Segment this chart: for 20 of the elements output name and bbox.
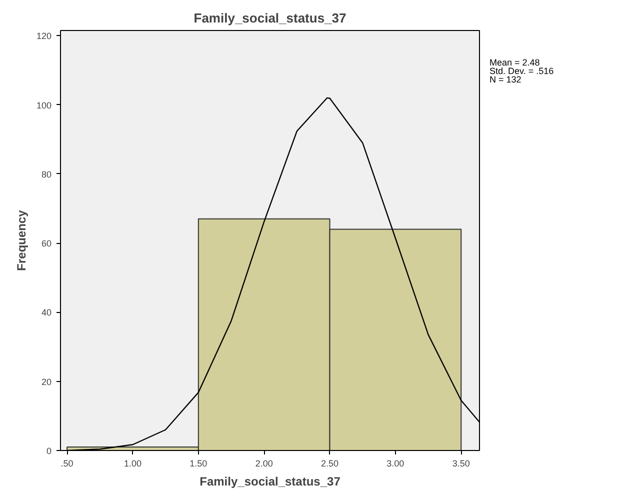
text: Std. Dev. = .516 [490, 66, 554, 76]
y-tick-label: 80 [41, 169, 52, 180]
x-tick-label: 2.00 [255, 458, 273, 468]
y-tick-label: 120 [36, 31, 52, 42]
y-tick-label: 0 [46, 446, 52, 456]
text: Mean = 2.48 [490, 58, 540, 68]
x-tick-label: 1.50 [190, 458, 208, 468]
y-tick-label: 40 [41, 308, 52, 318]
y-tick-label: 100 [36, 100, 52, 110]
x-tick-label: 3.00 [386, 458, 404, 468]
x-tick-label: 3.50 [452, 458, 470, 468]
y-tick-label: 20 [41, 376, 52, 387]
x-tick-label: 1.00 [124, 458, 142, 468]
chart-title: Family_social_status_37 [194, 10, 346, 26]
x-axis-title: Family_social_status_37 [200, 474, 341, 488]
text: N = 132 [490, 74, 522, 85]
y-tick-label: 60 [41, 238, 52, 249]
x-tick-label: .50 [60, 458, 74, 468]
x-tick-label: 2.50 [321, 458, 339, 468]
y-axis-title: Frequency [14, 210, 28, 271]
